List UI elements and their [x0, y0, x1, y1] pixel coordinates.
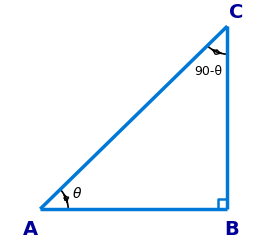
Text: 90-θ: 90-θ: [194, 65, 222, 78]
Text: A: A: [23, 220, 38, 239]
Text: B: B: [224, 220, 239, 239]
Text: θ: θ: [73, 187, 81, 201]
Text: C: C: [229, 3, 243, 22]
